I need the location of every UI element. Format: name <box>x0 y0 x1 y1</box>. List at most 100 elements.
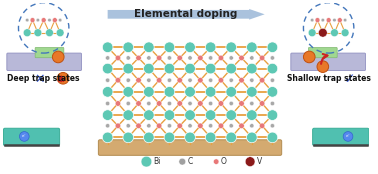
Circle shape <box>321 18 325 22</box>
Circle shape <box>141 156 152 167</box>
Circle shape <box>246 132 257 143</box>
Circle shape <box>126 56 130 60</box>
Text: Deep trap states: Deep trap states <box>8 74 80 83</box>
Circle shape <box>167 78 172 82</box>
Circle shape <box>56 29 64 37</box>
Circle shape <box>205 86 216 97</box>
Circle shape <box>144 132 154 143</box>
Circle shape <box>164 86 175 97</box>
Circle shape <box>267 86 278 97</box>
Text: C: C <box>187 157 193 166</box>
FancyBboxPatch shape <box>35 48 64 58</box>
Circle shape <box>41 18 46 23</box>
Circle shape <box>102 110 113 120</box>
Circle shape <box>48 18 51 22</box>
Circle shape <box>218 77 224 83</box>
Circle shape <box>105 78 110 82</box>
Circle shape <box>105 101 110 106</box>
Circle shape <box>205 42 216 53</box>
Circle shape <box>209 56 213 60</box>
Circle shape <box>205 110 216 120</box>
Circle shape <box>226 63 237 74</box>
Circle shape <box>304 51 315 63</box>
Circle shape <box>209 124 213 128</box>
Circle shape <box>246 86 257 97</box>
Circle shape <box>53 51 64 63</box>
Circle shape <box>270 124 274 128</box>
Circle shape <box>147 56 151 60</box>
Circle shape <box>245 157 255 167</box>
FancyBboxPatch shape <box>313 128 369 146</box>
Circle shape <box>59 18 62 22</box>
Circle shape <box>317 61 328 72</box>
Circle shape <box>177 123 183 128</box>
Circle shape <box>177 55 183 61</box>
Circle shape <box>198 55 203 61</box>
Circle shape <box>229 124 233 128</box>
Circle shape <box>115 101 121 106</box>
Circle shape <box>144 63 154 74</box>
Circle shape <box>250 56 254 60</box>
Circle shape <box>156 55 162 61</box>
Circle shape <box>102 42 113 53</box>
Circle shape <box>102 132 113 143</box>
FancyBboxPatch shape <box>7 53 82 70</box>
Circle shape <box>259 101 265 106</box>
Text: V: V <box>257 157 262 166</box>
Circle shape <box>198 77 203 83</box>
Circle shape <box>315 18 320 23</box>
Circle shape <box>102 86 113 97</box>
Circle shape <box>198 123 203 128</box>
Circle shape <box>226 42 237 53</box>
Circle shape <box>198 101 203 106</box>
Circle shape <box>164 110 175 120</box>
FancyBboxPatch shape <box>308 48 337 58</box>
Circle shape <box>267 110 278 120</box>
Circle shape <box>147 124 151 128</box>
Circle shape <box>331 29 338 37</box>
Circle shape <box>343 132 353 141</box>
Circle shape <box>36 18 40 22</box>
Circle shape <box>226 86 237 97</box>
Circle shape <box>239 55 244 61</box>
Circle shape <box>123 42 133 53</box>
Circle shape <box>229 101 233 106</box>
Circle shape <box>25 18 29 22</box>
Circle shape <box>177 77 183 83</box>
Text: Elemental doping: Elemental doping <box>135 9 238 19</box>
Circle shape <box>123 63 133 74</box>
Circle shape <box>229 56 233 60</box>
Circle shape <box>147 101 151 106</box>
Circle shape <box>185 42 195 53</box>
Circle shape <box>156 123 162 128</box>
Circle shape <box>126 101 130 106</box>
Circle shape <box>341 29 349 37</box>
Circle shape <box>218 123 224 128</box>
Circle shape <box>246 42 257 53</box>
Circle shape <box>246 110 257 120</box>
Text: e⁻: e⁻ <box>22 135 26 139</box>
Circle shape <box>185 63 195 74</box>
Circle shape <box>46 29 53 37</box>
Circle shape <box>218 101 224 106</box>
Circle shape <box>250 124 254 128</box>
Circle shape <box>164 63 175 74</box>
Circle shape <box>270 101 274 106</box>
Circle shape <box>167 124 172 128</box>
Circle shape <box>105 124 110 128</box>
Circle shape <box>167 101 172 106</box>
Circle shape <box>333 18 336 22</box>
Circle shape <box>179 158 186 165</box>
Circle shape <box>105 56 110 60</box>
Circle shape <box>188 78 192 82</box>
Text: ✓: ✓ <box>344 72 356 86</box>
Circle shape <box>156 77 162 83</box>
Circle shape <box>267 132 278 143</box>
Circle shape <box>115 77 121 83</box>
Circle shape <box>19 132 29 141</box>
Circle shape <box>53 18 57 23</box>
Circle shape <box>126 78 130 82</box>
Circle shape <box>246 63 257 74</box>
Text: O: O <box>221 157 227 166</box>
FancyArrow shape <box>108 9 265 20</box>
